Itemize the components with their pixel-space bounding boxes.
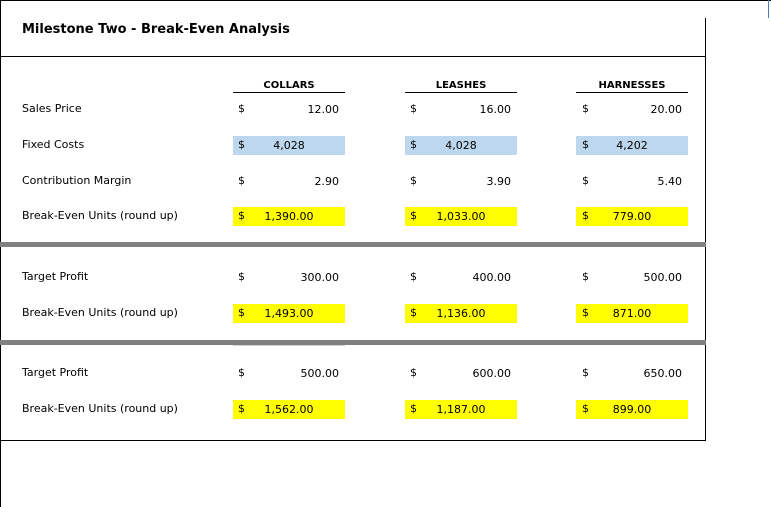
value-cell: 1,187.00 (405, 400, 517, 419)
value-cell: 2.90 (314, 175, 340, 188)
currency-symbol: $ (582, 138, 589, 151)
currency-symbol: $ (238, 402, 245, 415)
value-cell: 650.00 (643, 367, 683, 380)
section-separator (0, 340, 706, 345)
value-cell: 1,493.00 (233, 304, 345, 323)
currency-symbol: $ (582, 270, 589, 283)
value-cell: 500.00 (300, 367, 340, 380)
title-underline (0, 56, 706, 57)
value-cell: 4,028 (405, 136, 517, 155)
currency-symbol: $ (238, 102, 245, 115)
column-header-collars: COLLARS (233, 80, 345, 93)
currency-symbol: $ (410, 366, 417, 379)
top-border (0, 0, 771, 1)
currency-symbol: $ (410, 402, 417, 415)
row-label: Target Profit (22, 270, 89, 283)
value-cell: 4,202 (576, 136, 688, 155)
value-cell: 300.00 (300, 271, 340, 284)
section-separator (0, 242, 706, 247)
value-cell: 4,028 (233, 136, 345, 155)
value-cell: 1,136.00 (405, 304, 517, 323)
currency-symbol: $ (582, 102, 589, 115)
value-cell: 1,562.00 (233, 400, 345, 419)
left-border (0, 0, 1, 507)
value-cell: 871.00 (576, 304, 688, 323)
row-label: Break-Even Units (round up) (22, 402, 178, 415)
currency-symbol: $ (238, 209, 245, 222)
cell-top-line (233, 345, 345, 346)
currency-symbol: $ (410, 138, 417, 151)
bottom-border (0, 440, 706, 441)
currency-symbol: $ (410, 209, 417, 222)
row-label: Sales Price (22, 102, 82, 115)
right-border (705, 18, 706, 441)
currency-symbol: $ (582, 402, 589, 415)
value-cell: 20.00 (650, 103, 683, 116)
currency-symbol: $ (410, 102, 417, 115)
page-title: Milestone Two - Break-Even Analysis (22, 22, 290, 37)
currency-symbol: $ (238, 138, 245, 151)
row-label: Break-Even Units (round up) (22, 306, 178, 319)
currency-symbol: $ (238, 174, 245, 187)
currency-symbol: $ (410, 174, 417, 187)
value-cell: 1,390.00 (233, 207, 345, 226)
value-cell: 5.40 (657, 175, 683, 188)
column-header-harnesses: HARNESSES (576, 80, 688, 93)
currency-symbol: $ (238, 366, 245, 379)
currency-symbol: $ (238, 306, 245, 319)
value-cell: 500.00 (643, 271, 683, 284)
column-header-leashes: LEASHES (405, 80, 517, 93)
value-cell: 1,033.00 (405, 207, 517, 226)
currency-symbol: $ (238, 270, 245, 283)
value-cell: 400.00 (472, 271, 512, 284)
value-cell: 899.00 (576, 400, 688, 419)
value-cell: 779.00 (576, 207, 688, 226)
value-cell: 600.00 (472, 367, 512, 380)
scroll-marker (768, 0, 769, 18)
value-cell: 12.00 (307, 103, 340, 116)
currency-symbol: $ (582, 209, 589, 222)
row-label: Contribution Margin (22, 174, 132, 187)
row-label: Target Profit (22, 366, 89, 379)
currency-symbol: $ (410, 270, 417, 283)
currency-symbol: $ (582, 174, 589, 187)
currency-symbol: $ (582, 366, 589, 379)
row-label: Fixed Costs (22, 138, 85, 151)
row-label: Break-Even Units (round up) (22, 209, 178, 222)
value-cell: 16.00 (479, 103, 512, 116)
currency-symbol: $ (410, 306, 417, 319)
currency-symbol: $ (582, 306, 589, 319)
value-cell: 3.90 (486, 175, 512, 188)
